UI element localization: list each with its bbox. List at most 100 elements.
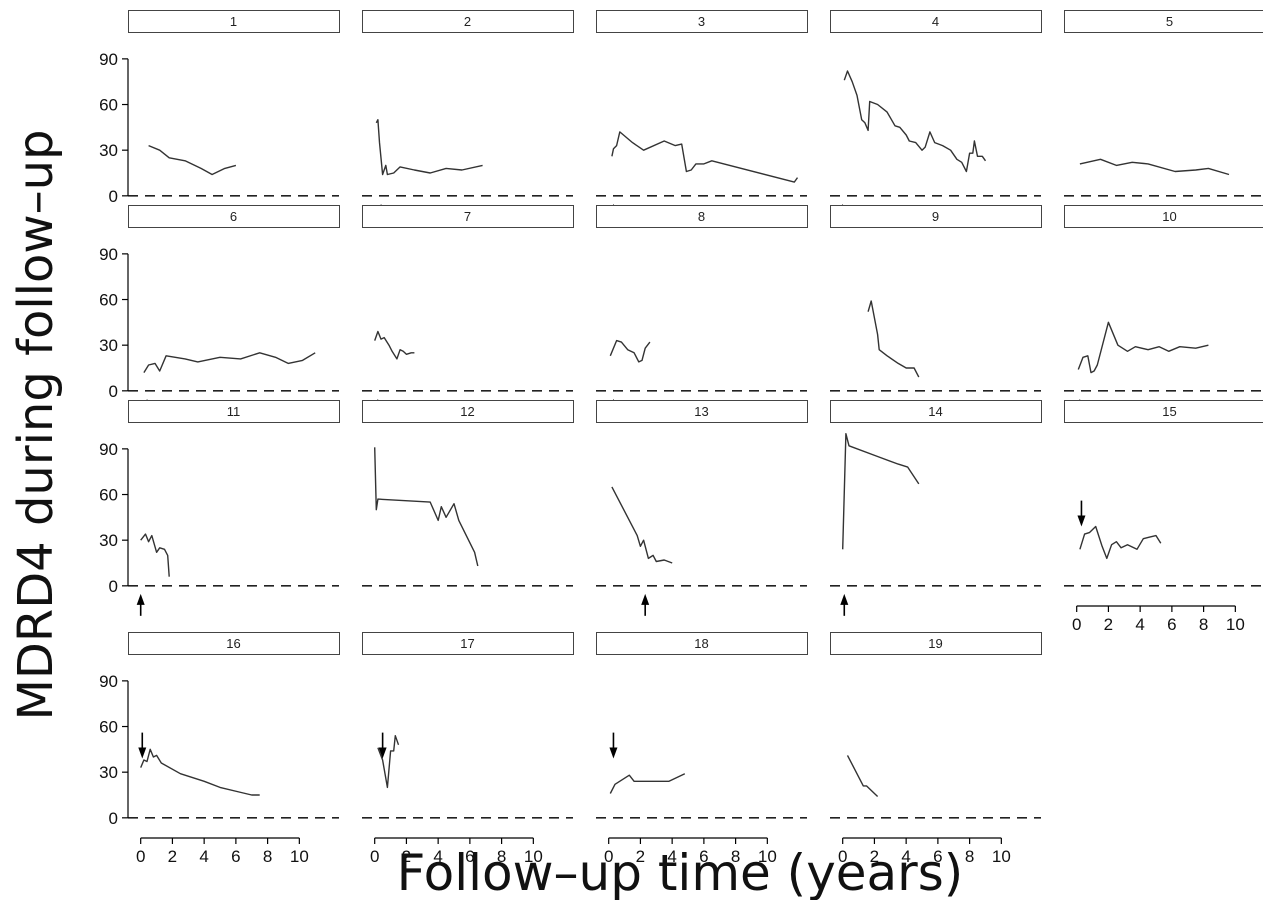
series-line xyxy=(374,330,415,360)
y-tick-label: 90 xyxy=(99,440,118,459)
y-axis-title: MDRD4 during follow–up xyxy=(8,129,64,720)
x-axis: 0 2 4 6 8 10 xyxy=(136,837,309,866)
x-tick-label: 4 xyxy=(667,847,676,866)
panel-strip-label: 7 xyxy=(464,209,471,224)
panel-strip-label: 12 xyxy=(460,404,474,419)
x-tick-label: 4 xyxy=(901,847,910,866)
panel-strip xyxy=(596,632,808,655)
x-tick-label: 6 xyxy=(231,847,240,866)
arrow-head xyxy=(138,747,147,759)
panel-17: 17 0 2 4 6 8 10 xyxy=(362,632,574,866)
y-tick-label: 30 xyxy=(99,141,118,160)
x-tick-label: 8 xyxy=(1199,615,1208,634)
panel-14: 14 xyxy=(830,400,1042,616)
panel-strip-label: 9 xyxy=(932,209,939,224)
series-line xyxy=(148,144,237,176)
series-line xyxy=(609,773,686,794)
x-tick-label: 8 xyxy=(263,847,272,866)
panel-strip-label: 10 xyxy=(1162,209,1176,224)
panel-strip xyxy=(830,10,1042,33)
panel-strip xyxy=(362,632,574,655)
panel-strip xyxy=(128,632,340,655)
y-tick-label: 0 xyxy=(109,809,118,828)
y-tick-label: 60 xyxy=(99,291,118,310)
x-tick-label: 6 xyxy=(1167,615,1176,634)
panel-18: 18 0 2 4 6 8 10 xyxy=(596,632,808,866)
panel-15: 15 0 2 4 6 8 10 xyxy=(1064,400,1263,634)
panel-12: 12 xyxy=(362,400,574,587)
x-tick-label: 0 xyxy=(838,847,847,866)
panel-strip xyxy=(1064,10,1263,33)
arrow-head xyxy=(378,747,387,759)
x-tick-label: 10 xyxy=(1226,615,1245,634)
y-tick-label: 0 xyxy=(109,382,118,401)
x-tick-label: 2 xyxy=(1104,615,1113,634)
x-tick-label: 2 xyxy=(870,847,879,866)
series-line xyxy=(1077,321,1209,374)
x-tick-label: 8 xyxy=(731,847,740,866)
series-line xyxy=(143,352,316,373)
panel-strip xyxy=(596,205,808,228)
panel-strip-label: 1 xyxy=(230,14,237,29)
panel-strip-label: 13 xyxy=(694,404,708,419)
panel-strip xyxy=(830,400,1042,423)
panel-strip xyxy=(128,10,340,33)
series-line xyxy=(842,433,920,550)
y-axis: 0 30 60 90 xyxy=(99,245,129,401)
arrow-head xyxy=(840,593,849,605)
x-tick-label: 8 xyxy=(965,847,974,866)
panel-strip xyxy=(362,400,574,423)
panel-strip xyxy=(362,10,574,33)
panel-strip-label: 17 xyxy=(460,636,474,651)
x-axis: 0 2 4 6 8 10 xyxy=(838,837,1011,866)
arrow-marker xyxy=(136,593,145,616)
panel-strip xyxy=(830,205,1042,228)
panel-4: 4 xyxy=(830,10,1042,226)
panel-strip-label: 4 xyxy=(932,14,939,29)
x-tick-label: 0 xyxy=(370,847,379,866)
panel-strip xyxy=(830,632,1042,655)
x-tick-label: 6 xyxy=(699,847,708,866)
panel-9: 9 xyxy=(830,205,1042,392)
arrow-marker xyxy=(138,732,147,759)
panel-strip-label: 8 xyxy=(698,209,705,224)
x-axis-title: Follow–up time (years) xyxy=(397,844,964,900)
panel-10: 10 xyxy=(1064,205,1263,421)
panel-strip-label: 11 xyxy=(227,404,241,419)
arrow-marker xyxy=(378,732,387,759)
x-tick-label: 4 xyxy=(199,847,208,866)
y-tick-label: 0 xyxy=(109,187,118,206)
panel-strip-label: 15 xyxy=(1162,404,1176,419)
arrow-marker xyxy=(609,732,618,759)
panel-strip xyxy=(1064,205,1263,228)
arrow-marker xyxy=(641,593,650,616)
panel-strip-label: 18 xyxy=(694,636,708,651)
panel-8: 8 xyxy=(596,205,808,421)
y-tick-label: 90 xyxy=(99,245,118,264)
panel-strip xyxy=(596,10,808,33)
series-line xyxy=(375,119,483,176)
arrow-head xyxy=(136,593,145,605)
panel-2: 2 xyxy=(362,10,574,226)
x-tick-label: 4 xyxy=(433,847,442,866)
y-tick-label: 60 xyxy=(99,486,118,505)
x-tick-label: 2 xyxy=(402,847,411,866)
y-tick-label: 0 xyxy=(109,577,118,596)
x-tick-label: 0 xyxy=(136,847,145,866)
x-tick-label: 2 xyxy=(168,847,177,866)
panel-strip-label: 2 xyxy=(464,14,471,29)
series-line xyxy=(1079,158,1230,176)
panel-strip xyxy=(362,205,574,228)
panel-7: 7 xyxy=(362,205,574,421)
x-tick-label: 10 xyxy=(758,847,777,866)
series-line xyxy=(846,755,879,798)
x-tick-label: 8 xyxy=(497,847,506,866)
x-axis: 0 2 4 6 8 10 xyxy=(1072,605,1245,634)
panel-11: 11 0 30 60 90 xyxy=(99,400,340,616)
series-line xyxy=(1079,525,1162,560)
y-tick-label: 90 xyxy=(99,672,118,691)
arrow-marker xyxy=(840,593,849,616)
